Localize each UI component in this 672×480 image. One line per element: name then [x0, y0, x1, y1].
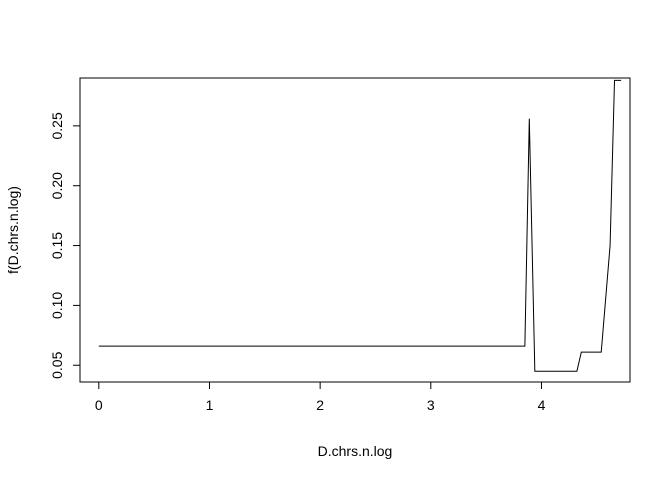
y-axis-label: f(D.chrs.n.log) [5, 186, 21, 274]
y-tick-label: 0.05 [49, 351, 65, 378]
y-tick-label: 0.20 [49, 172, 65, 199]
x-tick-label: 0 [95, 397, 103, 413]
x-axis: 0 1 2 3 4 [95, 381, 546, 413]
x-tick-label: 2 [316, 397, 324, 413]
x-tick-label: 1 [206, 397, 214, 413]
series-layer [98, 79, 622, 372]
y-tick-label: 0.15 [49, 232, 65, 259]
series-line [98, 79, 622, 372]
y-tick-label: 0.10 [49, 292, 65, 319]
y-tick-label: 0.25 [49, 112, 65, 139]
y-axis: 0.05 0.10 0.15 0.20 0.25 [49, 112, 81, 379]
x-tick-label: 4 [538, 397, 546, 413]
x-axis-label: D.chrs.n.log [318, 443, 393, 459]
x-tick-label: 3 [427, 397, 435, 413]
